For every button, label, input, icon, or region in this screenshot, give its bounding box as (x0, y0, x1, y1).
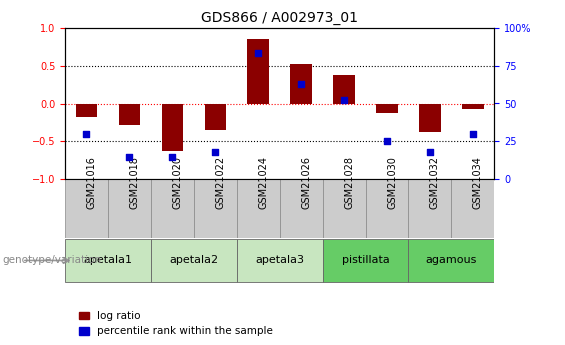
Point (211, 149, 220, 155)
Point (125, 154, 134, 159)
Text: GSM21034: GSM21034 (473, 156, 483, 209)
Bar (419, 104, 441, 132)
Bar (151, 239, 237, 282)
Legend: log ratio, percentile rank within the sample: log ratio, percentile rank within the sa… (79, 311, 273, 336)
Bar (280, 179, 323, 238)
Text: pistillata: pistillata (342, 256, 389, 265)
Bar (119, 104, 140, 125)
Text: GSM21024: GSM21024 (258, 156, 268, 209)
Text: apetala2: apetala2 (170, 256, 218, 265)
Text: GSM21022: GSM21022 (215, 156, 225, 209)
Text: GSM21026: GSM21026 (301, 156, 311, 209)
Bar (65, 179, 108, 238)
Bar (247, 39, 269, 104)
Bar (323, 179, 366, 238)
Bar (194, 179, 237, 238)
Point (297, 81, 306, 87)
Bar (290, 64, 312, 104)
Text: GSM21018: GSM21018 (129, 156, 140, 209)
Text: GSM21032: GSM21032 (430, 156, 440, 209)
Bar (408, 179, 451, 238)
Bar (376, 104, 398, 112)
Bar (151, 179, 194, 238)
Point (340, 98, 349, 103)
Point (254, 51, 263, 56)
Point (82, 131, 91, 137)
Text: agamous: agamous (426, 256, 477, 265)
Bar (237, 179, 280, 238)
Bar (323, 239, 408, 282)
Text: GSM21016: GSM21016 (86, 156, 97, 209)
Bar (65, 239, 151, 282)
Bar (366, 179, 408, 238)
Text: GSM21030: GSM21030 (387, 156, 397, 209)
Bar (237, 239, 323, 282)
Point (425, 149, 434, 155)
Title: GDS866 / A002973_01: GDS866 / A002973_01 (201, 11, 358, 25)
Bar (162, 104, 183, 150)
Text: genotype/variation: genotype/variation (3, 256, 102, 265)
Point (468, 131, 477, 137)
Bar (462, 104, 484, 109)
Bar (333, 75, 355, 104)
Text: apetala1: apetala1 (84, 256, 132, 265)
Point (383, 139, 392, 144)
Text: apetala3: apetala3 (255, 256, 304, 265)
Bar (451, 179, 494, 238)
Bar (76, 104, 97, 117)
Bar (108, 179, 151, 238)
Bar (408, 239, 494, 282)
Text: GSM21020: GSM21020 (172, 156, 182, 209)
Text: GSM21028: GSM21028 (344, 156, 354, 209)
Point (168, 154, 177, 159)
Bar (205, 104, 226, 130)
